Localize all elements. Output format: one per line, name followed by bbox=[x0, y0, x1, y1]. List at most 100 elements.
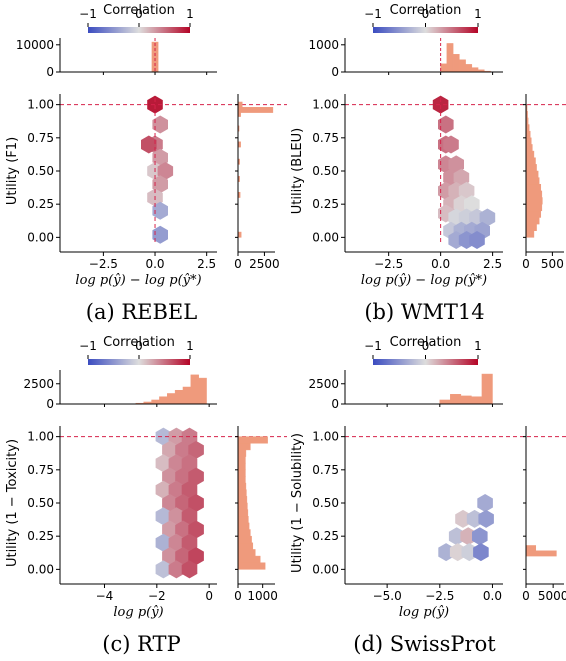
top-hist-bar bbox=[182, 386, 192, 405]
hex-cell bbox=[162, 547, 178, 566]
right-hist-bar bbox=[237, 555, 261, 563]
hex-cell bbox=[181, 507, 198, 526]
caption-d: (d) SwissProt bbox=[353, 632, 496, 656]
hex-cell bbox=[162, 494, 178, 512]
top-hist-bar bbox=[452, 54, 460, 73]
caption-c: (c) RTP bbox=[102, 632, 181, 656]
main-xtick-label: 0.0 bbox=[483, 589, 502, 603]
hex-cell bbox=[175, 494, 191, 512]
right-hist-bar bbox=[525, 157, 536, 165]
top-hist-bar bbox=[446, 43, 454, 73]
right-hist-bar bbox=[237, 535, 252, 544]
hex-cell bbox=[155, 507, 172, 526]
right-hist-tick-label: 1000 bbox=[247, 589, 278, 603]
colorbar-tick-label: 0 bbox=[135, 7, 143, 21]
colorbar-label: Correlation bbox=[103, 335, 175, 350]
hex-cell bbox=[168, 560, 185, 579]
right-hist-tick-label: 0 bbox=[522, 589, 530, 603]
top-hist-tick-label: 2500 bbox=[23, 377, 54, 391]
right-hist-bar bbox=[237, 101, 243, 108]
hex-cell bbox=[438, 115, 454, 134]
hex-cell bbox=[162, 520, 178, 539]
main-ytick-label: 0.75 bbox=[27, 463, 54, 477]
x-axis-label: log p(ŷ) bbox=[399, 605, 449, 620]
colorbar-tick-label: 0 bbox=[422, 7, 430, 21]
main-ytick-label: 1.00 bbox=[27, 430, 54, 444]
x-axis-label: log p(ŷ) bbox=[113, 605, 163, 620]
main-xtick-label: −4 bbox=[96, 589, 114, 603]
caption-b: (b) WMT14 bbox=[364, 300, 485, 324]
panel-b: Correlation−1 0 1010000.000.250.500.751.00… bbox=[290, 3, 566, 288]
top-hist-bar bbox=[167, 393, 176, 405]
main-xtick-label: −5.0 bbox=[373, 589, 402, 603]
hex-cell bbox=[168, 480, 185, 499]
right-hist-bar bbox=[525, 550, 557, 557]
caption-a: (a) REBEL bbox=[85, 300, 198, 324]
x-axis-label: log p(ŷ) − log p(ŷ*) bbox=[75, 273, 201, 288]
top-hist-bar bbox=[439, 399, 451, 405]
main-ytick-label: 1.00 bbox=[312, 98, 339, 112]
right-hist-tick-label: 0 bbox=[234, 257, 242, 271]
main-ytick-label: 0.00 bbox=[312, 230, 339, 244]
top-hist-tick-label: 2500 bbox=[308, 377, 339, 391]
hex-cell bbox=[188, 467, 204, 486]
hex-cell bbox=[155, 427, 172, 446]
colorbar-tick-label: 1 bbox=[186, 339, 194, 353]
right-hist-bar bbox=[525, 184, 542, 192]
hex-cell bbox=[155, 480, 172, 499]
right-hist-bar bbox=[237, 107, 274, 113]
hex-cell bbox=[181, 454, 198, 473]
y-axis-label: Utility (1 − Solubility) bbox=[290, 433, 305, 573]
x-axis-label: log p(ŷ) − log p(ŷ*) bbox=[361, 273, 487, 288]
right-hist-bar bbox=[525, 197, 543, 205]
colorbar-label: Correlation bbox=[390, 3, 462, 18]
right-hist-bar bbox=[237, 462, 246, 471]
main-ytick-label: 0.00 bbox=[27, 562, 54, 576]
panel-c: Correlation −1 0 1 0 2500 0.00 0.25 0.50 0.75 1.00… bbox=[5, 335, 287, 620]
hex-cell bbox=[175, 520, 191, 539]
colorbar-tick-label: 1 bbox=[474, 7, 482, 21]
top-hist-tick-label: 10000 bbox=[16, 38, 54, 52]
hex-cell bbox=[188, 547, 204, 566]
hex-cell bbox=[453, 168, 470, 187]
top-hist-bar bbox=[460, 395, 472, 405]
top-hist-bar bbox=[159, 396, 168, 405]
main-xtick-label: −2.5 bbox=[374, 257, 403, 271]
hex-cell bbox=[152, 175, 168, 194]
hex-cell bbox=[477, 494, 493, 512]
hex-cell bbox=[168, 427, 185, 446]
right-hist-bar bbox=[525, 130, 531, 139]
hex-cell bbox=[472, 527, 488, 546]
colorbar bbox=[88, 359, 190, 365]
main-ytick-label: 0.75 bbox=[312, 463, 339, 477]
hex-cell bbox=[162, 467, 178, 486]
hex-cell bbox=[175, 467, 191, 486]
colorbar-tick-label: −1 bbox=[79, 7, 97, 21]
right-hist-bar bbox=[237, 476, 246, 484]
hex-cell bbox=[152, 225, 168, 244]
hex-cell bbox=[152, 115, 168, 134]
main-xtick-label: 0.0 bbox=[145, 257, 164, 271]
top-hist-bar bbox=[450, 394, 462, 405]
main-xtick-label: 2.5 bbox=[197, 257, 216, 271]
colorbar bbox=[88, 27, 190, 33]
right-hist-bar bbox=[237, 496, 248, 504]
top-hist-bar bbox=[459, 59, 466, 73]
main-ytick-label: 1.00 bbox=[312, 430, 339, 444]
right-hist-bar bbox=[237, 562, 266, 570]
hex-cell bbox=[458, 181, 475, 200]
colorbar-tick-label: −1 bbox=[79, 339, 97, 353]
hex-cell bbox=[469, 231, 485, 249]
right-hist-bar bbox=[525, 545, 537, 552]
hex-cell bbox=[141, 135, 157, 154]
top-hist-tick-label: 0 bbox=[331, 65, 339, 79]
right-hist-bar bbox=[237, 509, 249, 517]
main-xtick-label: −2.5 bbox=[425, 589, 454, 603]
main-ytick-label: 0.00 bbox=[312, 562, 339, 576]
hex-cell bbox=[168, 533, 185, 552]
top-hist-bar bbox=[471, 396, 483, 405]
hex-cell bbox=[152, 201, 168, 220]
main-xtick-label: 0 bbox=[205, 589, 213, 603]
right-hist-bar bbox=[525, 144, 533, 152]
